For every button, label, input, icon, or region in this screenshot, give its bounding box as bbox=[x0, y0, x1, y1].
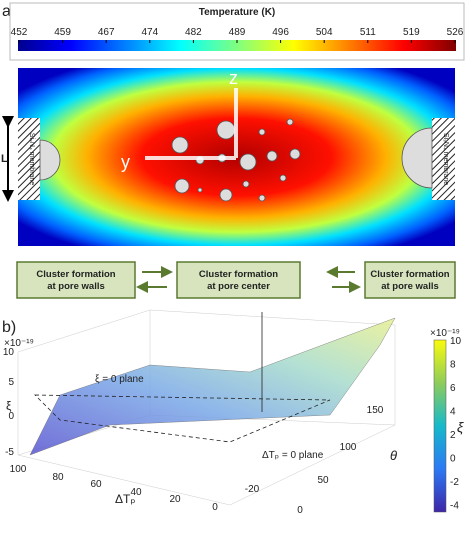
z-tick-label: 5 bbox=[8, 377, 14, 388]
colorbar-tick-label: 504 bbox=[316, 27, 333, 38]
z-label: ξ bbox=[6, 399, 12, 413]
colorbar-tick-label: 474 bbox=[141, 27, 158, 38]
axes-arrows bbox=[145, 88, 238, 160]
colorbar-title: Temperature (K) bbox=[199, 7, 276, 18]
scale-label: L bbox=[1, 153, 8, 165]
membrane-right bbox=[432, 118, 455, 200]
membrane-label: Si₃N₄ membrane bbox=[442, 133, 449, 185]
stage-text: at pore walls bbox=[47, 281, 105, 292]
colorbar-label: ξ bbox=[457, 419, 464, 435]
annotation: ΔTₚ = 0 plane bbox=[262, 450, 324, 461]
stage-text: Cluster formation bbox=[199, 269, 278, 280]
colorbar-tick-label: 10 bbox=[450, 336, 462, 347]
x-label: ΔTₚ bbox=[115, 492, 135, 506]
theta-tick-label: 50 bbox=[317, 475, 329, 486]
stage-text: at pore walls bbox=[381, 281, 439, 292]
colorbar-tick-label: 459 bbox=[54, 27, 71, 38]
colorbar bbox=[18, 40, 456, 51]
clusters bbox=[39, 118, 433, 202]
stage-box bbox=[364, 261, 456, 299]
axis-label: y bbox=[121, 152, 130, 172]
stage-box bbox=[176, 261, 301, 299]
stage-text: at pore center bbox=[207, 281, 270, 292]
stage-box bbox=[16, 261, 136, 299]
x-tick-label: 60 bbox=[90, 479, 102, 490]
xi-plane bbox=[34, 394, 331, 443]
x-tick-label: 20 bbox=[169, 494, 181, 505]
annotation: ξ = 0 plane bbox=[95, 374, 144, 385]
colorbar-tick-label: -4 bbox=[450, 501, 459, 512]
axis-label: z bbox=[229, 68, 238, 88]
z-multiplier: ×10⁻¹⁹ bbox=[4, 338, 34, 349]
z-tick-label: 10 bbox=[3, 347, 15, 358]
x-tick-label: 80 bbox=[52, 472, 64, 483]
colorbar-tick-label: 496 bbox=[272, 27, 289, 38]
colorbar-tick-label: 8 bbox=[450, 360, 456, 371]
panel-label: b) bbox=[2, 319, 16, 336]
theta-tick-label: 0 bbox=[297, 505, 303, 516]
colorbar-tick-label: 489 bbox=[229, 27, 246, 38]
theta-tick-label: 100 bbox=[340, 442, 357, 453]
colorbar-tick-label: 467 bbox=[98, 27, 115, 38]
transition-arrows bbox=[136, 266, 361, 293]
x-tick-label: 0 bbox=[212, 502, 218, 513]
colorbar-tick-label: 4 bbox=[450, 407, 456, 418]
colorbar-tick-label: 519 bbox=[403, 27, 420, 38]
x-tick-label: 100 bbox=[10, 464, 27, 475]
z-tick-label: -5 bbox=[5, 447, 14, 458]
colorbar-tick-label: 452 bbox=[11, 27, 28, 38]
colorbar-tick-label: 2 bbox=[450, 430, 456, 441]
membrane-label: Si₃N₄ membrane bbox=[28, 133, 35, 185]
stage-text: Cluster formation bbox=[36, 269, 115, 280]
theta-label: θ bbox=[390, 448, 397, 463]
stage-text: Cluster formation bbox=[370, 269, 449, 280]
surface bbox=[29, 317, 396, 456]
colorbar-tick-label: 526 bbox=[447, 27, 464, 38]
colorbar-tick-label: 511 bbox=[360, 27, 376, 38]
membrane-left bbox=[18, 118, 40, 200]
x-tick-label: -20 bbox=[245, 484, 260, 495]
z-tick-label: 0 bbox=[8, 411, 14, 422]
colorbar bbox=[433, 339, 447, 513]
colorbar-tick-label: 482 bbox=[185, 27, 202, 38]
colorbar-multiplier: ×10⁻¹⁹ bbox=[430, 328, 460, 339]
theta-tick-label: 150 bbox=[367, 405, 384, 416]
colorbar-tick-label: -2 bbox=[450, 477, 459, 488]
colorbar-tick-label: 6 bbox=[450, 383, 456, 394]
x-tick-label: 40 bbox=[130, 487, 142, 498]
colorbar-tick-label: 0 bbox=[450, 454, 456, 465]
